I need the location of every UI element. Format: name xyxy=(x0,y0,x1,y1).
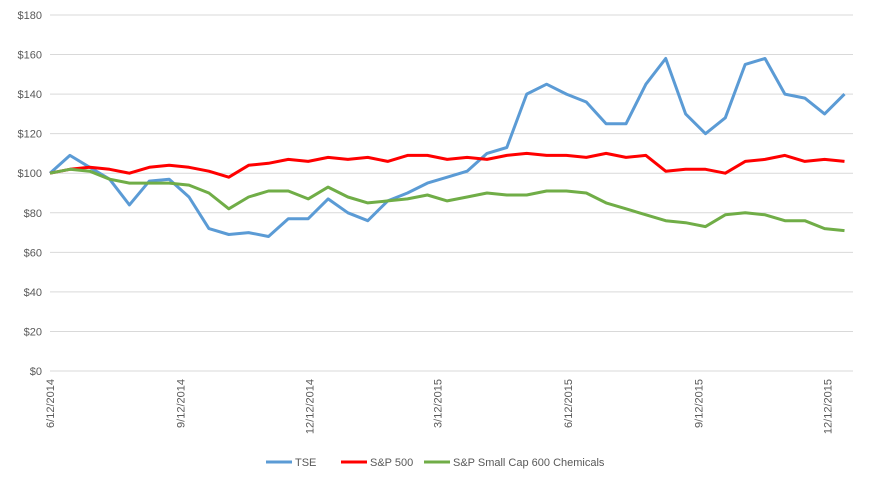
y-tick-label: $20 xyxy=(24,326,42,338)
series-lines xyxy=(48,57,846,238)
x-tick-label: 6/12/2015 xyxy=(563,379,575,428)
x-axis-ticks: 6/12/2014 9/12/2014 12/12/2014 3/12/2015 6/1… xyxy=(45,379,834,434)
y-tick-label: $180 xyxy=(18,10,42,22)
series-line-tse xyxy=(48,57,846,238)
y-tick-label: $80 xyxy=(24,208,42,220)
series-line-s-p-small-cap-600-chemicals xyxy=(49,167,845,233)
y-tick-label: $140 xyxy=(18,89,42,101)
x-tick-label: 9/12/2014 xyxy=(176,379,188,428)
gridlines xyxy=(50,14,853,372)
x-tick-label: 3/12/2015 xyxy=(432,379,444,428)
y-tick-label: $0 xyxy=(30,366,42,378)
legend-label: TSE xyxy=(295,457,316,469)
y-tick-label: $60 xyxy=(24,247,42,259)
y-tick-label: $100 xyxy=(18,168,42,180)
legend: TSE S&P 500 S&P Small Cap 600 Chemicals xyxy=(266,457,605,469)
legend-label: S&P 500 xyxy=(370,457,413,469)
x-tick-label: 12/12/2015 xyxy=(822,379,834,434)
y-tick-label: $40 xyxy=(24,287,42,299)
x-tick-label: 9/12/2015 xyxy=(693,379,705,428)
x-tick-label: 12/12/2014 xyxy=(305,379,317,434)
y-axis-ticks: $0 $20 $40 $60 $80 $100 $120 $140 $160 $180 xyxy=(18,10,42,378)
y-tick-label: $120 xyxy=(18,129,42,141)
series-line-s-p-500 xyxy=(49,151,845,179)
x-tick-label: 6/12/2014 xyxy=(45,379,57,428)
legend-label: S&P Small Cap 600 Chemicals xyxy=(453,457,605,469)
y-tick-label: $160 xyxy=(18,50,42,62)
